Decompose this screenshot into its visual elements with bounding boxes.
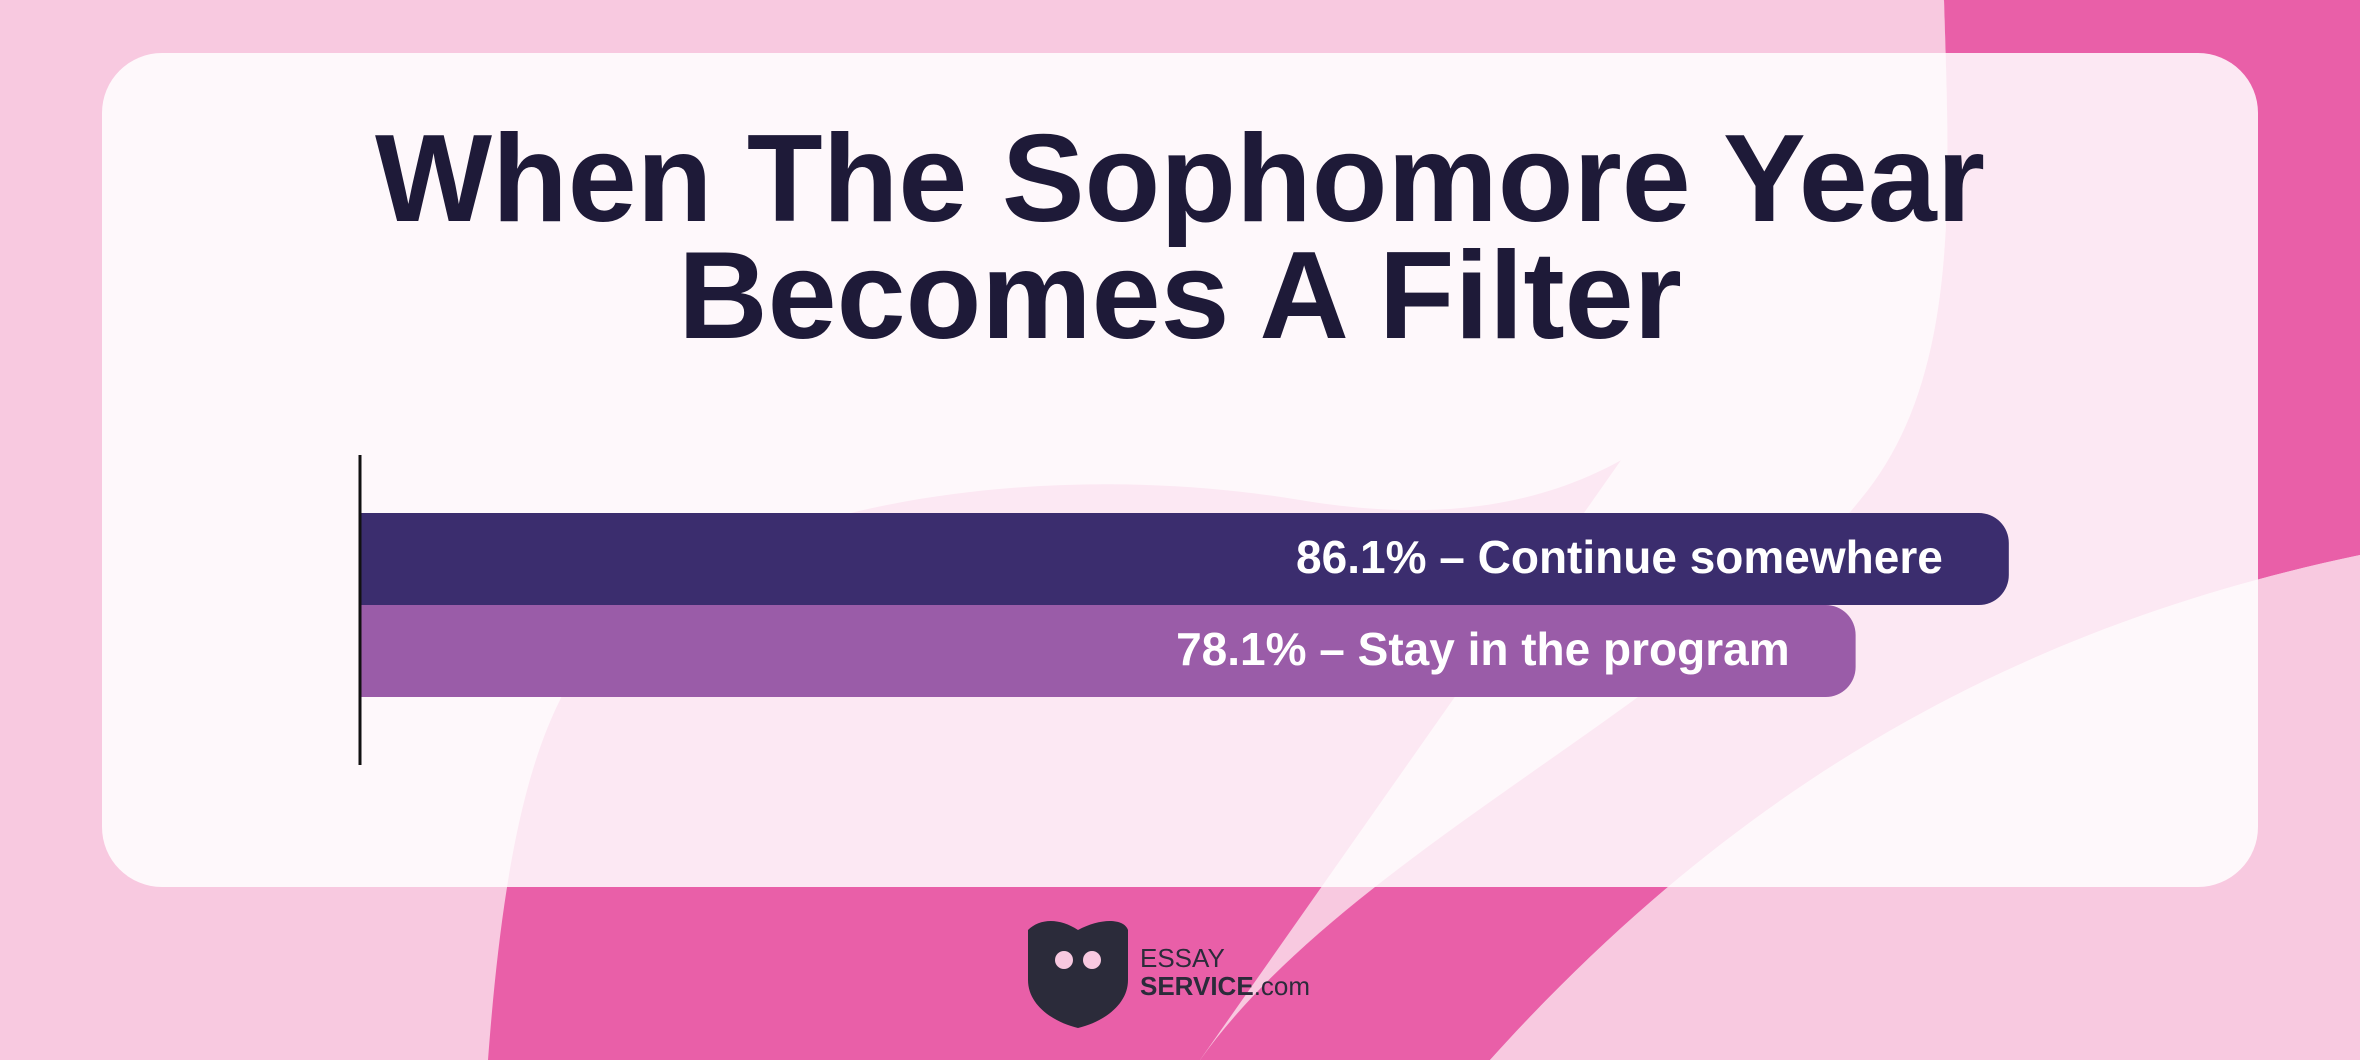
title: When The Sophomore Year [375,110,1985,248]
logo-eye [1055,951,1073,969]
logo-text: SERVICE [1140,971,1254,1001]
logo: ESSAY SERVICE.com [1028,921,1310,1028]
bar [360,513,2009,605]
bar [360,605,1856,697]
logo-text: .com [1254,971,1310,1001]
logo-eye [1083,951,1101,969]
logo-text: SERVICE.com [1140,971,1310,1001]
value-label: 78.1% – Stay in the program [1176,623,1790,675]
value-label: 86.1% – Continue somewhere [1296,531,1943,583]
logo-text: ESSAY [1140,943,1225,973]
logo-shield [1028,921,1128,1028]
title: Becomes A Filter [678,227,1682,365]
